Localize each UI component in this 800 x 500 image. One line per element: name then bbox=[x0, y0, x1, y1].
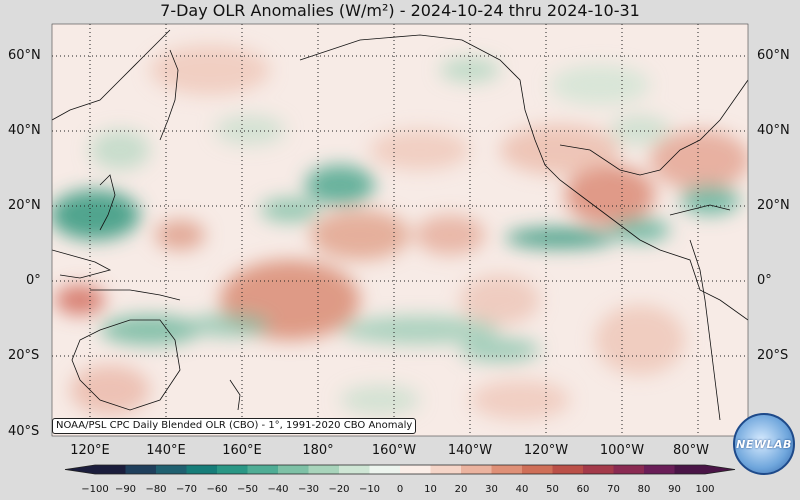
lat-label-60n-left: 60°N bbox=[8, 48, 41, 63]
lat-label-20n-right: 20°N bbox=[757, 198, 790, 213]
colorbar-segment bbox=[461, 465, 492, 474]
noaa-newlab-logo: NEWLAB bbox=[733, 413, 795, 475]
colorbar-segment bbox=[125, 465, 157, 474]
colorbar-tick-label: 60 bbox=[576, 484, 590, 495]
lat-label-20s-right: 20°S bbox=[757, 348, 789, 363]
colorbar-segment bbox=[247, 465, 279, 474]
colorbar-segment bbox=[369, 465, 401, 474]
colorbar-segment bbox=[217, 465, 248, 474]
colorbar-tick-label: −100 bbox=[81, 484, 109, 495]
lat-label-0-right: 0° bbox=[757, 273, 772, 288]
colorbar-segment bbox=[400, 465, 431, 474]
colorbar-tick-label: 90 bbox=[668, 484, 681, 495]
lat-label-20s-left: 20°S bbox=[8, 348, 40, 363]
colorbar-tick-label: −60 bbox=[206, 484, 228, 495]
colorbar-extend-max bbox=[705, 465, 735, 474]
colorbar-segment bbox=[491, 465, 523, 474]
colorbar-tick-label: −10 bbox=[358, 484, 381, 495]
lat-label-60n-right: 60°N bbox=[757, 48, 790, 63]
colorbar-segment bbox=[308, 465, 340, 474]
colorbar bbox=[64, 464, 736, 475]
map-title: 7-Day OLR Anomalies (W/m²) - 2024-10-24 … bbox=[160, 1, 640, 20]
colorbar-tick-label: 20 bbox=[454, 484, 468, 495]
lon-label-100w: 100°W bbox=[599, 443, 645, 458]
lon-label-120w: 120°W bbox=[523, 443, 569, 458]
colorbar-tick-label: 100 bbox=[695, 484, 715, 495]
colorbar-segment bbox=[430, 465, 462, 474]
colorbar-segment bbox=[156, 465, 187, 474]
colorbar-segment bbox=[278, 465, 309, 474]
colorbar-tick-label: 10 bbox=[424, 484, 437, 495]
colorbar-tick-label: 40 bbox=[515, 484, 529, 495]
colorbar-segment bbox=[552, 465, 584, 474]
lat-label-20n-left: 20°N bbox=[8, 198, 41, 213]
colorbar-tick-label: 80 bbox=[637, 484, 651, 495]
logo-text: NEWLAB bbox=[736, 437, 792, 451]
anomaly-field bbox=[52, 24, 748, 436]
colorbar-tick-label: 0 bbox=[396, 484, 404, 495]
data-source-credit: NOAA/PSL CPC Daily Blended OLR (CBO) - 1… bbox=[52, 418, 417, 434]
lon-label-180: 180° bbox=[302, 443, 334, 458]
colorbar-extend-min bbox=[65, 465, 95, 474]
lat-label-40n-right: 40°N bbox=[757, 123, 790, 138]
lon-label-120e: 120°E bbox=[70, 443, 110, 458]
colorbar-tick-label: 70 bbox=[607, 484, 620, 495]
colorbar-segment bbox=[613, 465, 645, 474]
colorbar-segment bbox=[583, 465, 614, 474]
colorbar-tick-label: −70 bbox=[175, 484, 198, 495]
lat-label-40n-left: 40°N bbox=[8, 123, 41, 138]
colorbar-tick-label: −80 bbox=[145, 484, 167, 495]
colorbar-segment bbox=[674, 465, 706, 474]
colorbar-segment bbox=[644, 465, 675, 474]
colorbar-tick-label: −40 bbox=[267, 484, 289, 495]
lon-label-140e: 140°E bbox=[146, 443, 186, 458]
colorbar-tick-label: −20 bbox=[328, 484, 350, 495]
colorbar-tick-label: −90 bbox=[114, 484, 137, 495]
colorbar-segment bbox=[186, 465, 218, 474]
colorbar-tick-label: −50 bbox=[236, 484, 259, 495]
lon-label-140w: 140°W bbox=[447, 443, 493, 458]
colorbar-tick-label: 30 bbox=[485, 484, 498, 495]
graticule bbox=[52, 24, 748, 436]
lat-label-0-left: 0° bbox=[26, 273, 41, 288]
colorbar-segment bbox=[522, 465, 553, 474]
lat-label-40s-left: 40°S bbox=[8, 424, 40, 439]
lon-label-160e: 160°E bbox=[222, 443, 262, 458]
colorbar-segment bbox=[95, 465, 126, 474]
colorbar-segment bbox=[339, 465, 370, 474]
lon-label-80w: 80°W bbox=[673, 443, 709, 458]
colorbar-tick-label: 50 bbox=[546, 484, 559, 495]
colorbar-tick-label: −30 bbox=[297, 484, 320, 495]
lon-label-160w: 160°W bbox=[371, 443, 417, 458]
